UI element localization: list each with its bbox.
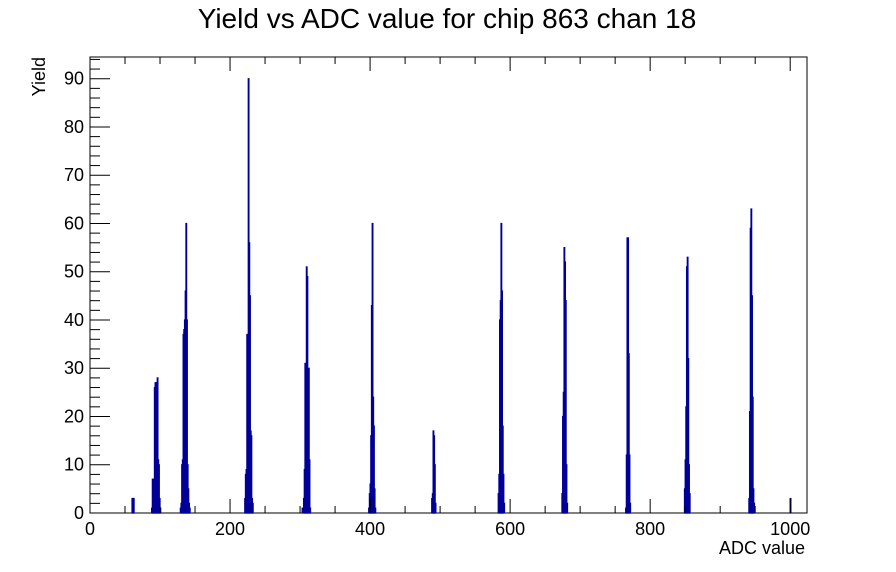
y-tick-label: 60: [64, 213, 84, 233]
histogram-bin: [629, 502, 632, 514]
histogram-bars: [131, 78, 792, 514]
y-tick-label: 0: [74, 503, 84, 523]
histogram-bin: [566, 502, 569, 514]
plot-frame: [89, 56, 808, 514]
x-tick-label: 400: [355, 519, 385, 539]
y-tick-label: 70: [64, 165, 84, 185]
histogram-bin: [301, 507, 304, 514]
histogram-bin: [188, 507, 191, 514]
y-tick-label: 20: [64, 406, 84, 426]
x-tick-label: 800: [635, 519, 665, 539]
x-axis-ticks: 0 200 400 600 800 1000: [85, 57, 810, 539]
y-axis-label: Yield: [29, 57, 49, 96]
histogram-bin: [309, 507, 312, 514]
x-tick-label: 0: [85, 519, 95, 539]
y-tick-label: 40: [64, 310, 84, 330]
y-tick-label: 10: [64, 455, 84, 475]
histogram-bin: [434, 502, 437, 514]
histogram-bin: [753, 502, 756, 514]
x-tick-label: 1000: [770, 519, 810, 539]
y-tick-label: 90: [64, 69, 84, 89]
y-tick-label: 30: [64, 358, 84, 378]
histogram-bin: [688, 493, 691, 514]
y-tick-label: 50: [64, 262, 84, 282]
histogram-bin: [503, 502, 506, 514]
histogram-bin: [132, 497, 135, 514]
x-tick-label: 600: [495, 519, 525, 539]
x-tick-label: 200: [215, 519, 245, 539]
y-axis-ticks: 0 10 20 30 40 50 60 70 80 90: [64, 58, 110, 523]
chart-title: Yield vs ADC value for chip 863 chan 18: [198, 3, 697, 34]
histogram-bin: [251, 502, 254, 514]
y-tick-label: 80: [64, 117, 84, 137]
histogram-bin: [374, 507, 377, 514]
histogram-bin: [308, 459, 311, 514]
x-axis-label: ADC value: [719, 538, 805, 558]
